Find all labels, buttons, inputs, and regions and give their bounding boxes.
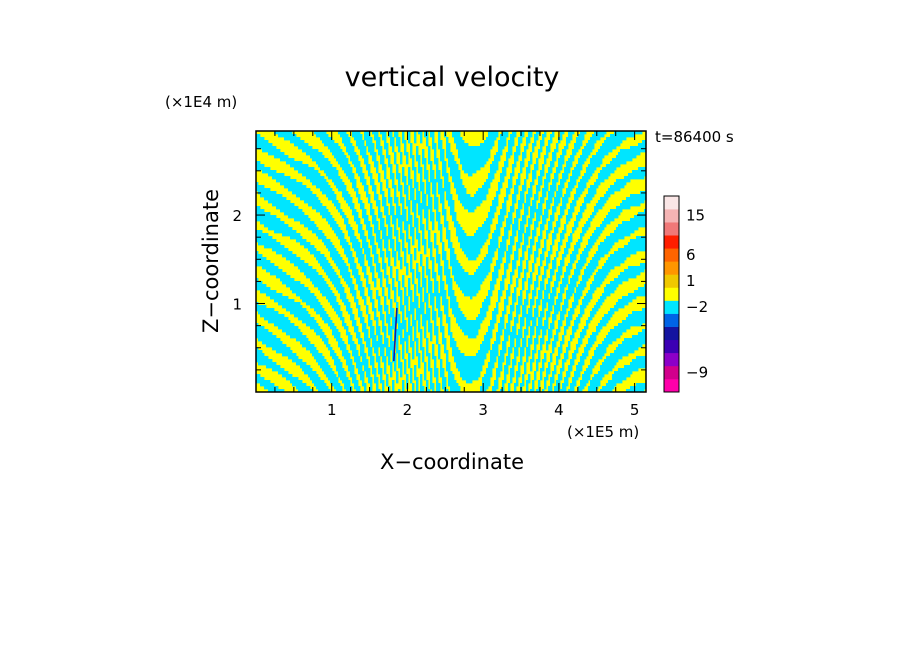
colorbar-label: 15 xyxy=(686,207,705,225)
colorbar-swatch xyxy=(664,365,679,380)
velocity-field xyxy=(256,131,646,392)
colorbar-label: 6 xyxy=(686,246,696,264)
x-tick-label: 3 xyxy=(478,401,488,419)
colorbar-label: −2 xyxy=(686,298,708,316)
x-axis-label: X−coordinate xyxy=(380,450,524,474)
colorbar-swatch xyxy=(664,261,679,275)
colorbar-swatch xyxy=(664,378,679,393)
colorbar-swatch xyxy=(664,274,679,288)
colorbar-swatch xyxy=(664,326,679,341)
chart-title: vertical velocity xyxy=(345,62,560,93)
y-scale-label: (×1E4 m) xyxy=(165,93,237,111)
colorbar-swatch xyxy=(664,209,679,223)
x-scale-label: (×1E5 m) xyxy=(567,423,639,441)
colorbar-swatch xyxy=(664,196,679,210)
colorbar-swatch xyxy=(664,222,679,236)
colorbar-swatch xyxy=(664,313,679,327)
colorbar-swatch xyxy=(664,352,679,367)
colorbar-swatch xyxy=(664,339,679,354)
strong-downdraft-streak xyxy=(393,307,398,362)
colorbar-label: 1 xyxy=(686,272,696,290)
x-tick-label: 4 xyxy=(554,401,564,419)
axis-ticks: 1 2 3 4 5 1 2 xyxy=(232,131,646,419)
colorbar: 15 6 1 −2 −9 xyxy=(663,195,708,393)
colorbar-swatch xyxy=(664,300,679,314)
colorbar-frame xyxy=(663,195,680,393)
y-tick-label: 2 xyxy=(232,207,242,225)
y-tick-label: 1 xyxy=(232,296,242,314)
x-tick-label: 1 xyxy=(327,401,337,419)
y-axis-label: Z−coordinate xyxy=(199,189,223,333)
plot-frame xyxy=(255,130,647,393)
colorbar-swatch xyxy=(664,235,679,249)
colorbar-label: −9 xyxy=(686,363,708,381)
colorbar-swatch xyxy=(664,287,679,301)
negative-velocity-regions xyxy=(256,131,646,392)
x-tick-label: 5 xyxy=(630,401,640,419)
x-tick-label: 2 xyxy=(403,401,413,419)
time-label: t=86400 s xyxy=(655,128,734,146)
colorbar-swatch xyxy=(664,248,679,262)
